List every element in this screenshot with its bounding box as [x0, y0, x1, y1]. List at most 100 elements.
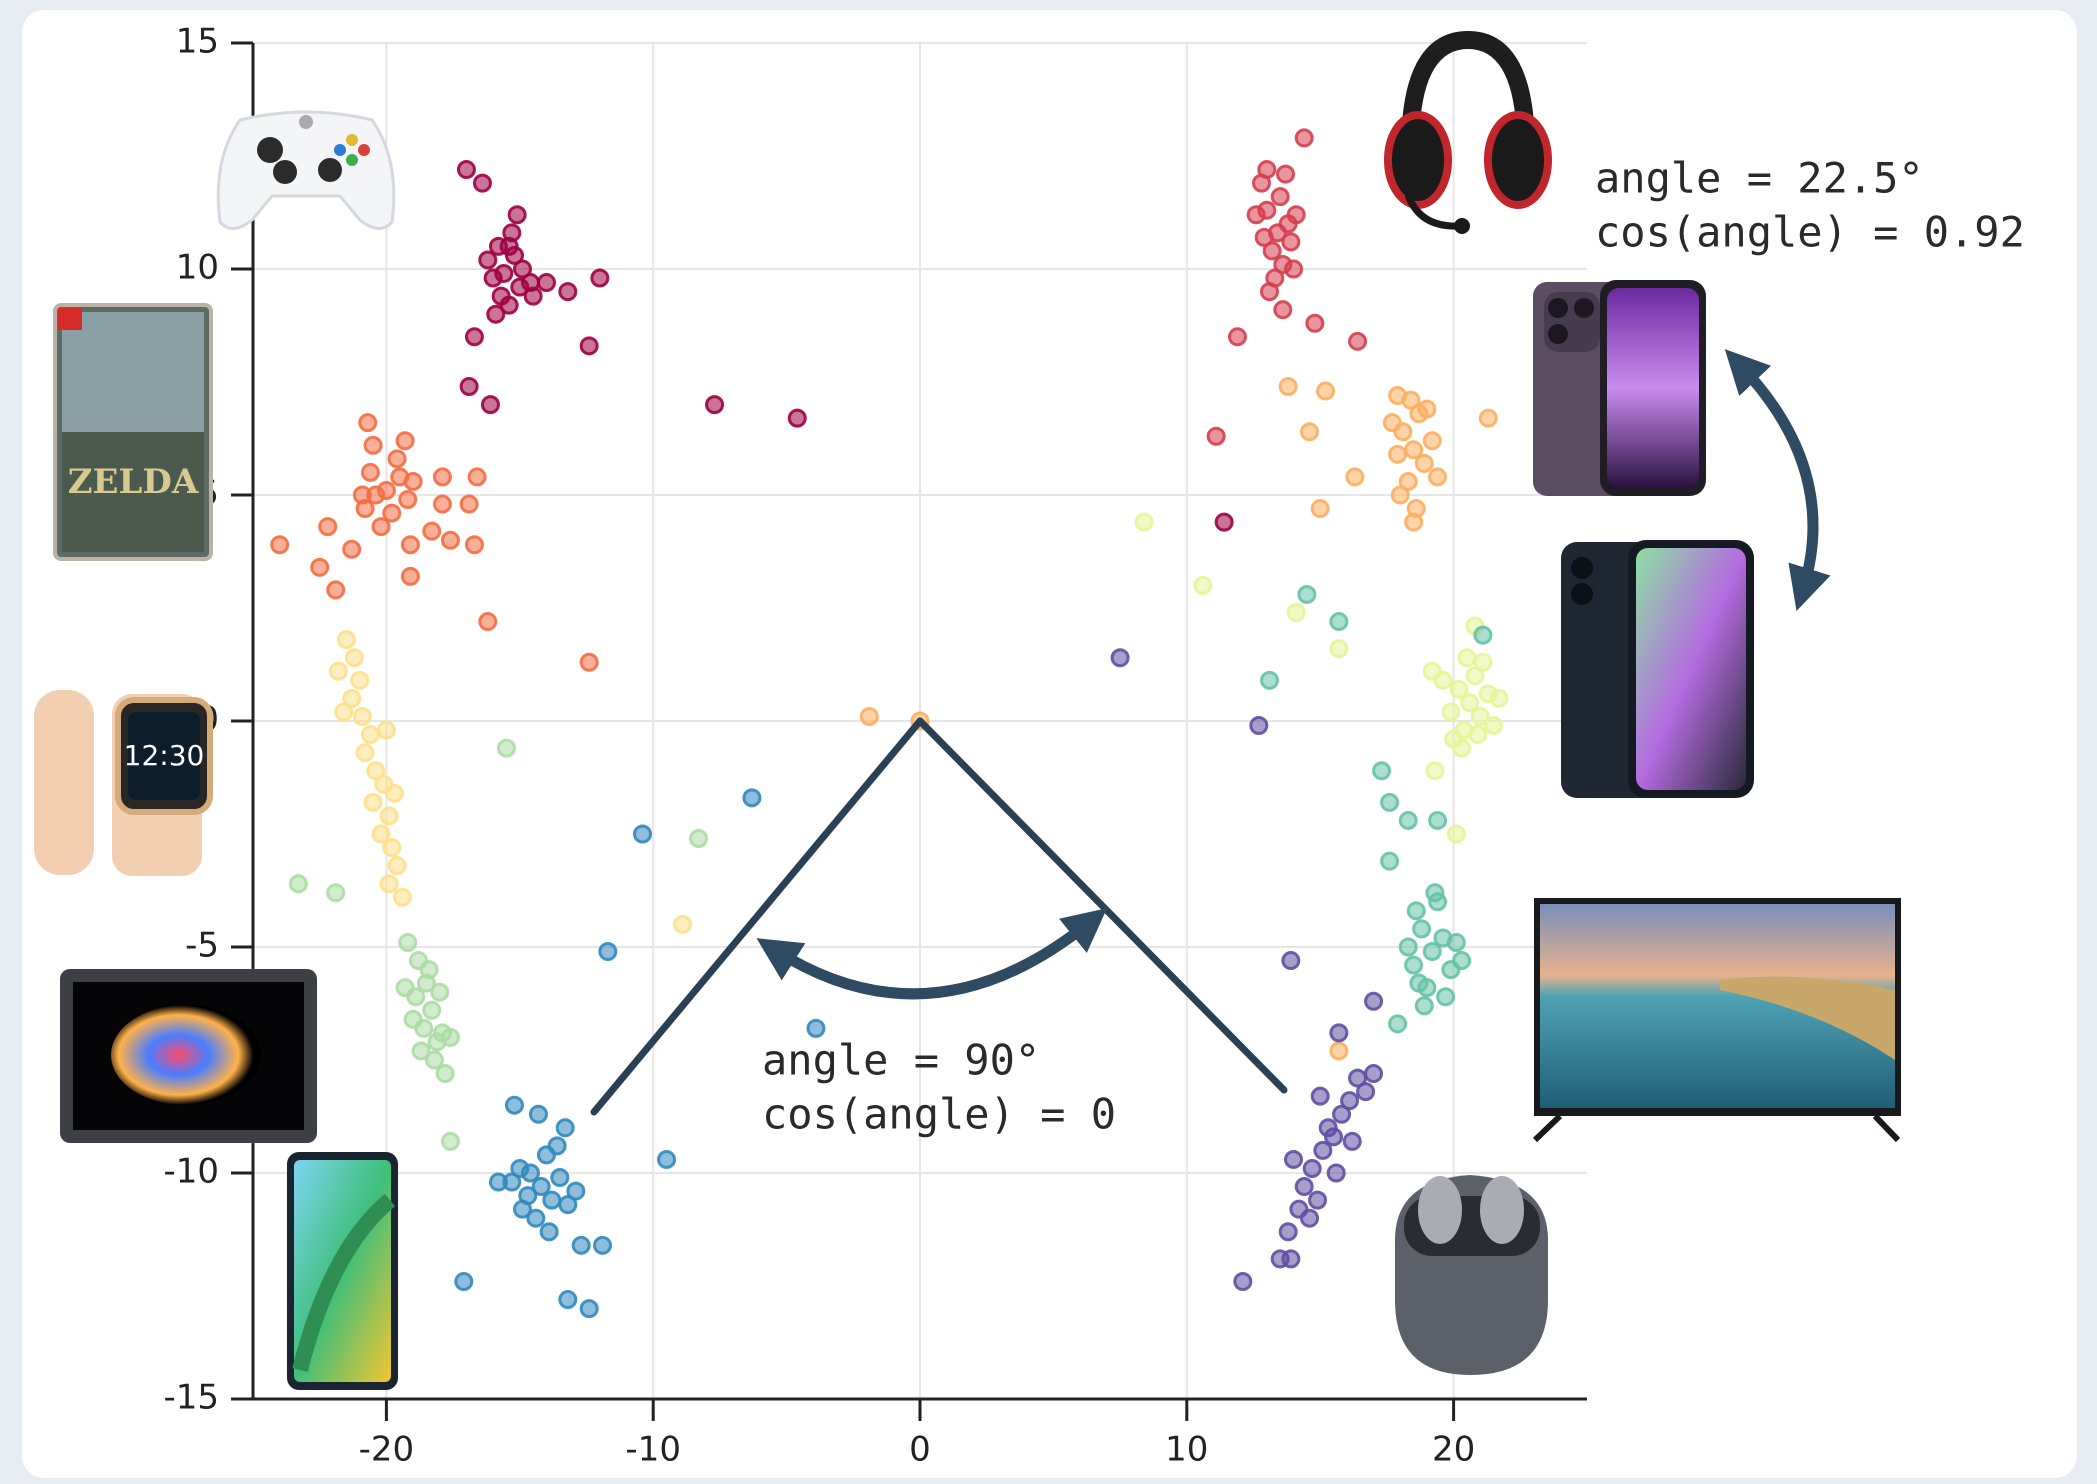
point: [440, 530, 460, 550]
point: [1414, 996, 1434, 1016]
point: [558, 1290, 578, 1310]
point: [382, 503, 402, 523]
point: [1110, 648, 1130, 668]
point: [1478, 408, 1498, 428]
point: [1364, 1064, 1384, 1084]
point: [1329, 1041, 1349, 1061]
point: [633, 824, 653, 844]
point: [507, 205, 527, 225]
point: [1425, 761, 1445, 781]
point: [806, 1018, 826, 1038]
x-tick-label: -20: [359, 1430, 415, 1470]
point: [526, 1208, 546, 1228]
point: [1262, 241, 1282, 261]
point: [366, 761, 386, 781]
point: [1388, 444, 1408, 464]
point: [1134, 512, 1154, 532]
point: [318, 517, 338, 537]
point: [1412, 919, 1432, 939]
point: [1300, 1208, 1320, 1228]
point: [392, 887, 412, 907]
point: [1340, 1091, 1360, 1111]
y-tick-label: 15: [176, 22, 219, 62]
annotation: cos(angle) = 0: [762, 1090, 1116, 1139]
point: [1342, 1131, 1362, 1151]
point: [478, 250, 498, 270]
point: [352, 485, 372, 505]
y-tick-label: -5: [185, 926, 219, 966]
point: [1398, 471, 1418, 491]
point: [1316, 381, 1336, 401]
point: [459, 377, 479, 397]
point: [352, 706, 372, 726]
point: [1414, 453, 1434, 473]
point: [358, 413, 378, 433]
point: [355, 743, 375, 763]
point: [1388, 386, 1408, 406]
point: [1398, 937, 1418, 957]
point: [398, 490, 418, 510]
point: [288, 874, 308, 894]
point: [1398, 810, 1418, 830]
point: [1284, 1149, 1304, 1169]
tablet: [60, 969, 317, 1143]
point: [371, 517, 391, 537]
point: [478, 612, 498, 632]
point: [411, 1041, 431, 1061]
point: [1294, 1177, 1314, 1197]
point: [1193, 575, 1213, 595]
point: [459, 494, 479, 514]
point: [504, 1095, 524, 1115]
point: [403, 471, 423, 491]
point: [400, 535, 420, 555]
point: [350, 670, 370, 690]
point: [480, 395, 500, 415]
point: [542, 1190, 562, 1210]
point: [1388, 1014, 1408, 1034]
point: [1484, 716, 1504, 736]
point: [579, 336, 599, 356]
point: [1318, 1118, 1338, 1138]
point: [1254, 227, 1274, 247]
point: [422, 521, 442, 541]
point: [1380, 792, 1400, 812]
android-phone: [287, 1152, 398, 1390]
point: [1380, 851, 1400, 871]
point: [1214, 512, 1234, 532]
point: [1425, 883, 1445, 903]
point: [1428, 810, 1448, 830]
point: [342, 539, 362, 559]
angle-illustration: [590, 349, 1831, 1116]
point: [1257, 160, 1277, 180]
point: [1446, 824, 1466, 844]
point: [432, 467, 452, 487]
point: [1297, 584, 1317, 604]
point: [387, 856, 407, 876]
point: [496, 738, 516, 758]
point: [454, 1271, 474, 1291]
point: [360, 462, 380, 482]
point: [326, 883, 346, 903]
annotation: cos(angle) = 0.92: [1595, 208, 2025, 257]
point: [1489, 688, 1509, 708]
earbuds: [1395, 1175, 1548, 1375]
point: [1249, 716, 1269, 736]
point: [1364, 991, 1384, 1011]
point: [1276, 164, 1296, 184]
point: [1310, 499, 1330, 519]
point: [571, 1235, 591, 1255]
point: [1302, 1158, 1322, 1178]
point: [1404, 512, 1424, 532]
point: [376, 720, 396, 740]
point: [342, 688, 362, 708]
point: [1406, 901, 1426, 921]
point: [1345, 467, 1365, 487]
point: [379, 806, 399, 826]
phone-pro: [1533, 280, 1706, 496]
svg-text:12:30: 12:30: [124, 739, 205, 772]
point: [1310, 1086, 1330, 1106]
point: [464, 327, 484, 347]
point: [360, 725, 380, 745]
